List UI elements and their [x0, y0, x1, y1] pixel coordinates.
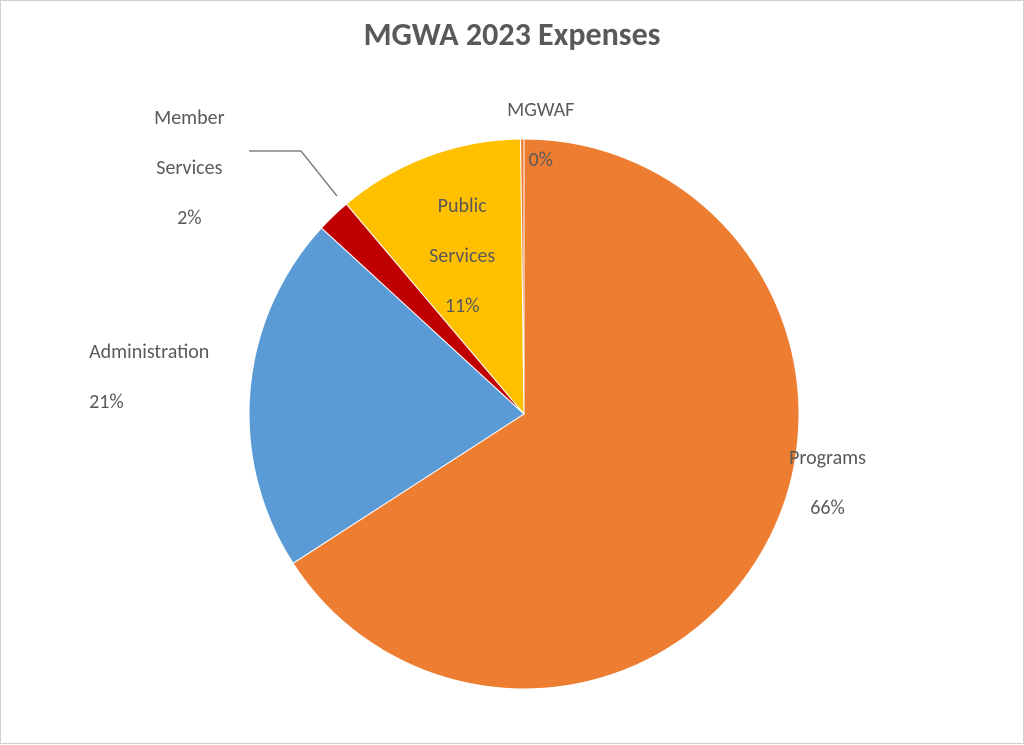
label-public-l2: Services [429, 244, 495, 268]
label-programs-name: Programs [789, 446, 866, 470]
label-mgwaf-name: MGWAF [507, 98, 574, 122]
leader-line-0 [249, 151, 337, 196]
label-programs: Programs 66% [771, 421, 866, 546]
label-mgwaf: MGWAF 0% [489, 73, 574, 198]
label-member-services: Member Services 2% [136, 81, 225, 256]
label-public-services: Public Services 11% [411, 169, 495, 344]
label-member-l2: Services [156, 156, 222, 180]
label-member-l3: 2% [177, 206, 201, 230]
label-mgwaf-pct: 0% [529, 148, 553, 172]
label-member-l1: Member [154, 106, 224, 130]
label-public-l3: 11% [445, 294, 480, 318]
label-administration: Administration 21% [71, 315, 209, 440]
label-admin-name: Administration [89, 340, 209, 364]
label-public-l1: Public [438, 194, 487, 218]
label-admin-pct: 21% [89, 390, 124, 414]
label-programs-pct: 66% [810, 496, 845, 520]
chart-container: MGWA 2023 Expenses Programs 66% Administ… [0, 0, 1024, 744]
